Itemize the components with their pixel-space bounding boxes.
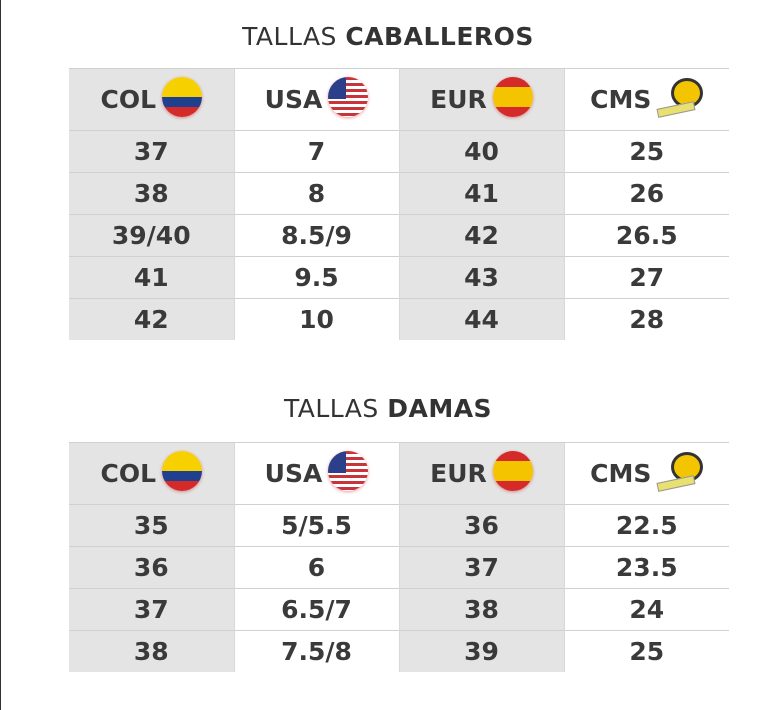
- header-cell: USA: [233, 68, 400, 131]
- table-cell: 38: [69, 172, 234, 215]
- tape-measure-icon: [656, 451, 704, 496]
- table-row: 37 7 40 25: [69, 130, 729, 173]
- table-cell: 37: [399, 546, 564, 589]
- spain-flag-icon: [492, 450, 533, 497]
- table-cell: 44: [399, 298, 564, 341]
- table-row: 42 10 44 28: [69, 298, 729, 341]
- table-cell: 22.5: [563, 504, 729, 547]
- table-cell: 6.5/7: [233, 588, 400, 631]
- table-cell: 42: [69, 298, 234, 341]
- header-label: EUR: [430, 85, 487, 114]
- table-cell: 27: [563, 256, 729, 299]
- table-cell: 24: [563, 588, 729, 631]
- table-cell: 39/40: [69, 214, 234, 257]
- table-cell: 38: [69, 630, 234, 673]
- header-cell: COL: [69, 442, 234, 505]
- table-cell: 9.5: [233, 256, 400, 299]
- table-cell: 35: [69, 504, 234, 547]
- header-row: COL USA EUR CMS: [69, 68, 729, 131]
- table-row: 38 8 41 26: [69, 172, 729, 215]
- colombia-flag-icon: [162, 76, 203, 123]
- table-cell: 42: [399, 214, 564, 257]
- table-cell: 8.5/9: [233, 214, 400, 257]
- table-cell: 36: [69, 546, 234, 589]
- table-row: 41 9.5 43 27: [69, 256, 729, 299]
- title-prefix: TALLAS: [242, 22, 346, 51]
- table-cell: 8: [233, 172, 400, 215]
- tape-measure-icon: [656, 77, 704, 122]
- table-cell: 10: [233, 298, 400, 341]
- women-size-table: COL USA EUR CMS 35 5/5.5 36 22.5 36 6 37 23.5 37 6.5/…: [69, 442, 729, 673]
- header-label: USA: [264, 459, 323, 488]
- table-cell: 26.5: [563, 214, 729, 257]
- men-size-table: COL USA EUR CMS 37 7 40 25 38 8 41 26 39/40 8.5/9 42 26…: [69, 68, 729, 341]
- table-cell: 6: [233, 546, 400, 589]
- table-cell: 5/5.5: [233, 504, 400, 547]
- table-cell: 7: [233, 130, 400, 173]
- table-cell: 36: [399, 504, 564, 547]
- table-cell: 43: [399, 256, 564, 299]
- usa-flag-icon: [328, 76, 369, 123]
- table-row: 36 6 37 23.5: [69, 546, 729, 589]
- usa-flag-icon: [328, 450, 369, 497]
- spain-flag-icon: [492, 76, 533, 123]
- header-cell: CMS: [563, 442, 729, 505]
- header-cell: COL: [69, 68, 234, 131]
- table-row: 35 5/5.5 36 22.5: [69, 504, 729, 547]
- table-cell: 39: [399, 630, 564, 673]
- header-cell: EUR: [399, 68, 564, 131]
- colombia-flag-icon: [162, 450, 203, 497]
- table-row: 38 7.5/8 39 25: [69, 630, 729, 673]
- header-label: COL: [100, 85, 157, 114]
- women-title: TALLAS DAMAS: [1, 394, 774, 423]
- header-row: COL USA EUR CMS: [69, 442, 729, 505]
- table-cell: 37: [69, 588, 234, 631]
- header-cell: CMS: [563, 68, 729, 131]
- table-cell: 40: [399, 130, 564, 173]
- table-row: 39/40 8.5/9 42 26.5: [69, 214, 729, 257]
- table-cell: 38: [399, 588, 564, 631]
- header-label: USA: [264, 85, 323, 114]
- header-label: EUR: [430, 459, 487, 488]
- table-cell: 25: [563, 130, 729, 173]
- table-cell: 7.5/8: [233, 630, 400, 673]
- table-cell: 26: [563, 172, 729, 215]
- table-cell: 41: [399, 172, 564, 215]
- header-label: CMS: [590, 85, 652, 114]
- header-cell: EUR: [399, 442, 564, 505]
- title-bold: DAMAS: [387, 394, 493, 423]
- table-cell: 37: [69, 130, 234, 173]
- title-prefix: TALLAS: [283, 394, 388, 423]
- header-label: CMS: [590, 459, 652, 488]
- table-row: 37 6.5/7 38 24: [69, 588, 729, 631]
- header-label: COL: [100, 459, 157, 488]
- title-bold: CABALLEROS: [345, 22, 534, 51]
- table-cell: 25: [563, 630, 729, 673]
- table-cell: 41: [69, 256, 234, 299]
- header-cell: USA: [233, 442, 400, 505]
- men-title: TALLAS CABALLEROS: [1, 22, 774, 51]
- table-cell: 23.5: [563, 546, 729, 589]
- table-cell: 28: [563, 298, 729, 341]
